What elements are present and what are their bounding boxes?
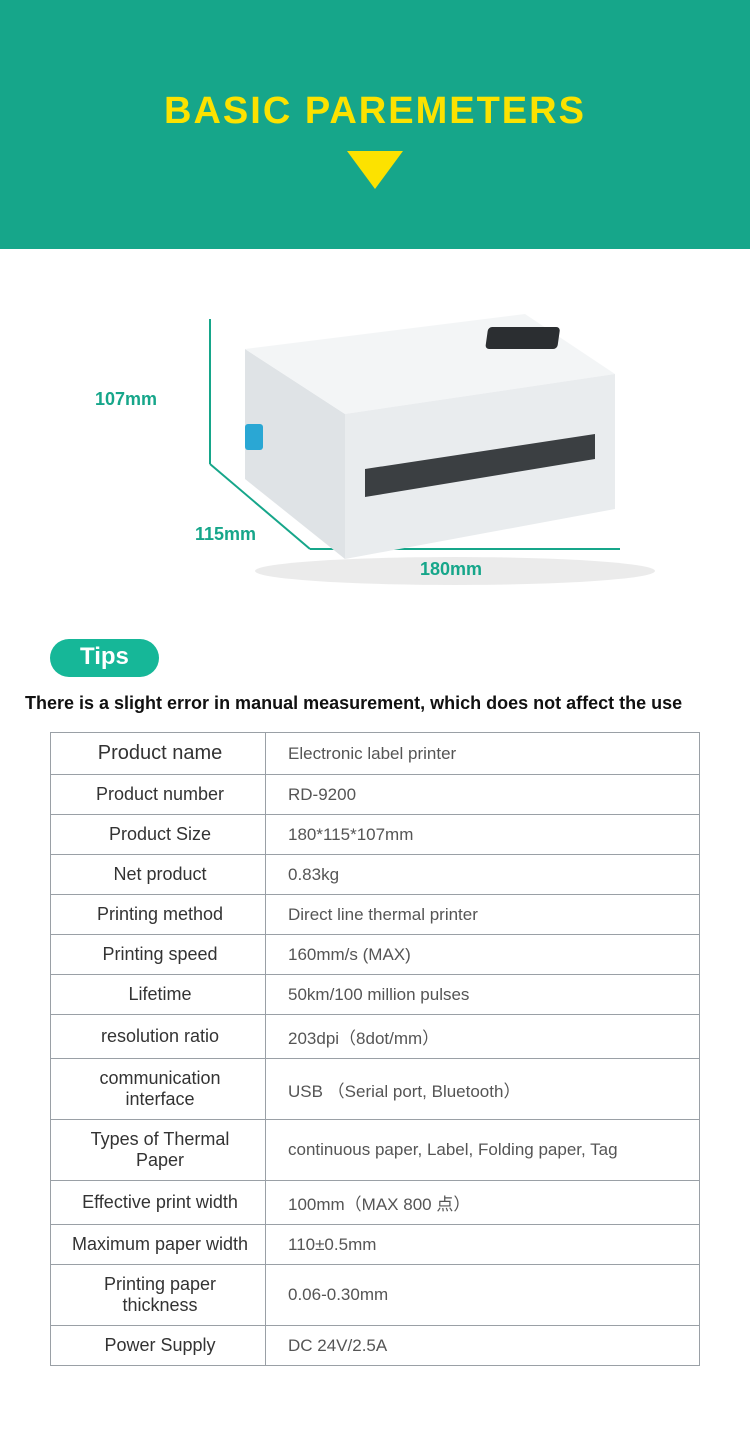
spec-key: Maximum paper width [51, 1225, 266, 1265]
table-row: communication interfaceUSB （Serial port,… [51, 1059, 700, 1120]
table-row: Product nameElectronic label printer [51, 733, 700, 775]
triangle-down-icon [347, 151, 403, 189]
spec-value: Direct line thermal printer [266, 895, 700, 935]
spec-key: Lifetime [51, 975, 266, 1015]
spec-key: Product name [51, 733, 266, 775]
table-row: Types of Thermal Papercontinuous paper, … [51, 1120, 700, 1181]
dim-height-label: 107mm [95, 389, 157, 410]
header-band: BASIC PAREMETERS [0, 0, 750, 249]
tips-badge: Tips [50, 639, 159, 677]
spec-table: Product nameElectronic label printerProd… [50, 732, 700, 1366]
tips-text: There is a slight error in manual measur… [0, 677, 750, 732]
spec-value: 0.06-0.30mm [266, 1265, 700, 1326]
table-row: Lifetime50km/100 million pulses [51, 975, 700, 1015]
spec-value: 50km/100 million pulses [266, 975, 700, 1015]
spec-key: communication interface [51, 1059, 266, 1120]
page-title: BASIC PAREMETERS [0, 90, 750, 133]
spec-key: resolution ratio [51, 1015, 266, 1059]
table-row: Effective print width100mm（MAX 800 点） [51, 1181, 700, 1225]
spec-key: Types of Thermal Paper [51, 1120, 266, 1181]
table-row: Product Size180*115*107mm [51, 815, 700, 855]
spec-key: Net product [51, 855, 266, 895]
spec-value: 180*115*107mm [266, 815, 700, 855]
spec-value: RD-9200 [266, 775, 700, 815]
spec-key: Printing paper thickness [51, 1265, 266, 1326]
printer-illustration [95, 279, 655, 619]
spec-value: USB （Serial port, Bluetooth） [266, 1059, 700, 1120]
tips-row: Tips [0, 639, 750, 677]
spec-value: 110±0.5mm [266, 1225, 700, 1265]
dimension-diagram: 107mm 115mm 180mm [0, 249, 750, 629]
spec-value: 160mm/s (MAX) [266, 935, 700, 975]
spec-key: Product Size [51, 815, 266, 855]
spec-value: 100mm（MAX 800 点） [266, 1181, 700, 1225]
spec-value: 0.83kg [266, 855, 700, 895]
spec-value: 203dpi（8dot/mm） [266, 1015, 700, 1059]
spec-value: DC 24V/2.5A [266, 1326, 700, 1366]
table-row: Net product0.83kg [51, 855, 700, 895]
table-row: Printing methodDirect line thermal print… [51, 895, 700, 935]
spec-key: Effective print width [51, 1181, 266, 1225]
table-row: Maximum paper width110±0.5mm [51, 1225, 700, 1265]
spec-key: Power Supply [51, 1326, 266, 1366]
spec-key: Printing method [51, 895, 266, 935]
table-row: Product numberRD-9200 [51, 775, 700, 815]
dim-depth-label: 115mm [195, 524, 256, 545]
spec-value: continuous paper, Label, Folding paper, … [266, 1120, 700, 1181]
table-row: Printing paper thickness0.06-0.30mm [51, 1265, 700, 1326]
spec-key: Product number [51, 775, 266, 815]
dim-width-label: 180mm [420, 559, 482, 580]
spec-value: Electronic label printer [266, 733, 700, 775]
table-row: Power SupplyDC 24V/2.5A [51, 1326, 700, 1366]
table-row: resolution ratio203dpi（8dot/mm） [51, 1015, 700, 1059]
table-row: Printing speed160mm/s (MAX) [51, 935, 700, 975]
spec-key: Printing speed [51, 935, 266, 975]
